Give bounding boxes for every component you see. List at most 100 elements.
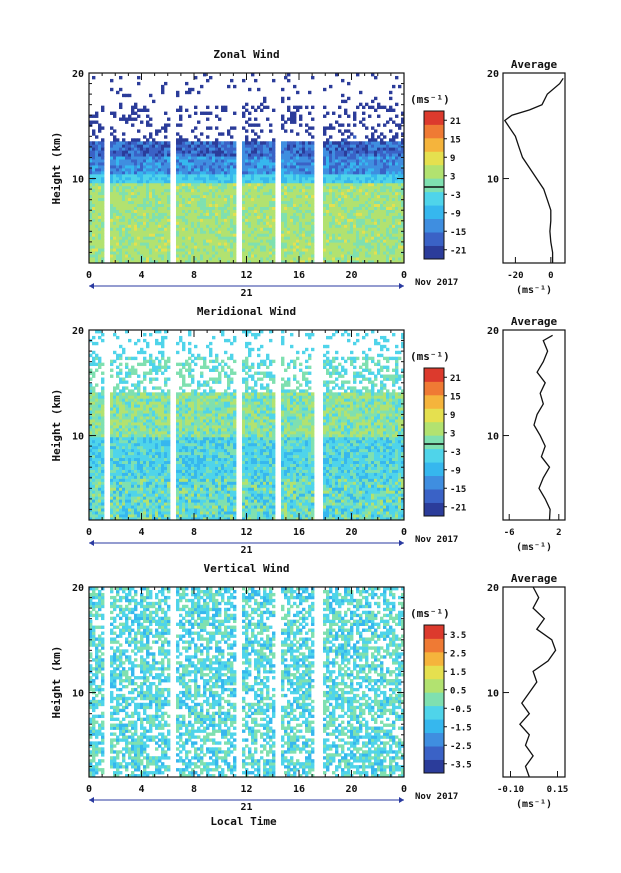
heatmap-cell: [224, 239, 228, 243]
heatmap-cell: [95, 188, 99, 193]
heatmap-cell: [329, 150, 333, 154]
heatmap-cell: [293, 182, 297, 187]
heatmap-cell: [335, 191, 339, 196]
heatmap-cell: [203, 200, 207, 205]
heatmap-cell: [128, 472, 132, 476]
heatmap-cell: [302, 182, 306, 187]
heatmap-cell: [197, 200, 201, 205]
heatmap-cell: [287, 179, 291, 184]
heatmap-cell: [95, 156, 99, 160]
heatmap-cell: [398, 162, 402, 166]
heatmap-cell: [347, 123, 351, 127]
heatmap-cell: [116, 227, 120, 231]
heatmap-cell: [293, 168, 297, 172]
heatmap-cell: [113, 156, 117, 160]
heatmap-cell: [377, 159, 381, 163]
heatmap-cell: [98, 191, 102, 196]
heatmap-cell: [125, 248, 129, 252]
heatmap-cell: [371, 227, 375, 231]
heatmap-cell: [119, 487, 123, 491]
heatmap-cell: [209, 257, 213, 261]
heatmap-cell: [374, 254, 378, 258]
heatmap-cell: [218, 221, 222, 225]
heatmap-cell: [329, 221, 333, 225]
heatmap-cell: [326, 215, 330, 219]
heatmap-cell: [254, 185, 258, 190]
heatmap-cell: [188, 206, 192, 210]
heatmap-cell: [365, 230, 369, 234]
heatmap-cell: [230, 221, 234, 225]
heatmap-cell: [182, 138, 186, 142]
heatmap-cell: [371, 156, 375, 160]
heatmap-cell: [386, 254, 390, 258]
heatmap-cell: [176, 233, 180, 237]
heatmap-cell: [164, 185, 168, 190]
heatmap-cell: [302, 218, 306, 222]
heatmap-cell: [143, 254, 147, 258]
heatmap-cell: [371, 179, 375, 184]
heatmap-cell: [386, 209, 390, 213]
heatmap-cell: [287, 96, 291, 101]
heatmap-cell: [377, 242, 381, 246]
heatmap-cell: [149, 176, 153, 181]
heatmap-cell: [350, 245, 354, 249]
heatmap-cell: [311, 141, 315, 145]
heatmap-cell: [383, 147, 387, 151]
heatmap-cell: [227, 159, 231, 163]
heatmap-cell: [128, 206, 132, 210]
heatmap-cell: [257, 221, 261, 225]
heatmap-cell: [116, 353, 120, 358]
heatmap-cell: [113, 433, 117, 438]
heatmap-cell: [116, 371, 120, 375]
heatmap-cell: [290, 176, 294, 181]
heatmap-cell: [137, 170, 141, 175]
heatmap-cell: [218, 159, 222, 163]
heatmap-cell: [257, 194, 261, 199]
heatmap-cell: [92, 472, 96, 476]
heatmap-cell: [197, 120, 201, 124]
heatmap-cell: [350, 200, 354, 205]
heatmap-cell: [215, 105, 219, 110]
heatmap-cell: [389, 221, 393, 225]
heatmap-cell: [209, 248, 213, 252]
heatmap-cell: [248, 257, 252, 261]
heatmap-cell: [227, 227, 231, 231]
heatmap-cell: [281, 248, 285, 252]
heatmap-cell: [287, 203, 291, 207]
heatmap-cell: [167, 254, 171, 258]
heatmap-cell: [368, 138, 372, 142]
heatmap-cell: [206, 206, 210, 210]
heatmap-cell: [98, 182, 102, 187]
heatmap-cell: [134, 200, 138, 205]
heatmap-cell: [293, 254, 297, 258]
heatmap-cell: [194, 153, 198, 157]
heatmap-cell: [347, 221, 351, 225]
heatmap-cell: [218, 176, 222, 181]
heatmap-cell: [215, 257, 219, 261]
heatmap-cell: [215, 221, 219, 225]
heatmap-cell: [158, 179, 162, 184]
heatmap-cell: [206, 144, 210, 148]
heatmap-cell: [119, 344, 123, 349]
heatmap-cell: [128, 395, 132, 399]
heatmap-cell: [305, 251, 309, 255]
heatmap-cell: [119, 389, 123, 393]
heatmap-cell: [254, 176, 258, 181]
heatmap-cell: [128, 156, 132, 160]
heatmap-cell: [329, 254, 333, 258]
colorbar-frame: [423, 110, 445, 260]
heatmap-cell: [116, 335, 120, 340]
heatmap-cell: [362, 117, 366, 121]
heatmap-cell: [374, 185, 378, 190]
heatmap-cell: [176, 132, 180, 136]
heatmap-cell: [158, 165, 162, 169]
heatmap-cell: [260, 108, 264, 112]
heatmap-cell: [263, 215, 267, 219]
heatmap-cell: [116, 425, 120, 429]
heatmap-cell: [194, 144, 198, 148]
heatmap-cell: [386, 176, 390, 181]
heatmap-cell: [182, 212, 186, 216]
heatmap-cell: [365, 194, 369, 199]
heatmap-cell: [110, 425, 114, 429]
heatmap-cell: [167, 179, 171, 184]
